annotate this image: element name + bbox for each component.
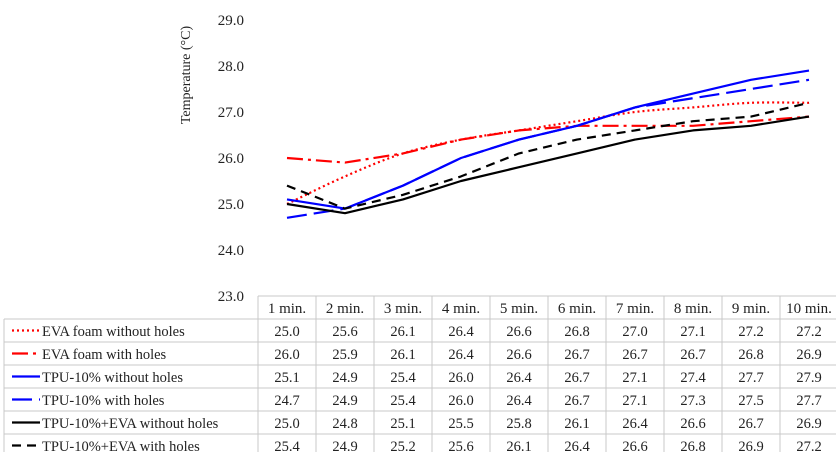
data-table-cell: 26.4: [506, 370, 532, 386]
x-category-label: 4 min.: [442, 301, 480, 317]
data-table-cell: 26.0: [448, 393, 473, 409]
data-table-cell: 25.4: [390, 370, 416, 386]
series-line-6: [286, 101, 810, 210]
data-table-cell: 27.5: [738, 393, 763, 409]
series-line-1: [286, 101, 810, 205]
y-axis-label: Temperature (°C): [179, 26, 194, 125]
series-line-4: [286, 78, 810, 219]
data-table-cell: 26.7: [680, 347, 705, 363]
data-table-cell: 26.4: [448, 324, 474, 340]
data-table-cell: 26.7: [564, 370, 589, 386]
data-table-cell: 26.6: [680, 416, 705, 432]
data-table-cell: 26.4: [622, 416, 648, 432]
data-table-cell: 25.0: [274, 324, 299, 340]
data-table-cell: 26.7: [564, 393, 589, 409]
data-table-cell: 26.7: [738, 416, 763, 432]
data-table-cell: 27.4: [680, 370, 706, 386]
data-table-cell: 27.7: [796, 393, 821, 409]
y-tick-label: 23.0: [218, 289, 244, 305]
x-category-label: 10 min.: [786, 301, 832, 317]
data-table-cell: 27.3: [680, 393, 705, 409]
data-table-cell: 25.5: [448, 416, 473, 432]
data-table-cell: 25.1: [390, 416, 415, 432]
data-table-cell: 26.4: [564, 439, 590, 452]
legend-label: EVA foam with holes: [42, 347, 167, 363]
data-table-cell: 26.0: [448, 370, 473, 386]
legend-label: TPU-10% without holes: [42, 370, 183, 386]
data-table-cell: 26.1: [564, 416, 589, 432]
y-tick-label: 27.0: [218, 105, 244, 121]
series-line-5: [286, 115, 810, 215]
data-table-cell: 25.8: [506, 416, 531, 432]
data-table-cell: 25.4: [390, 393, 416, 409]
data-table-rows: EVA foam without holes 25.0 25.6 26.1 26.4 26…: [12, 324, 822, 452]
x-category-label: 5 min.: [500, 301, 538, 317]
legend-label: TPU-10%+EVA with holes: [42, 439, 200, 452]
data-table-cell: 24.9: [332, 393, 357, 409]
series-line-2: [286, 115, 810, 164]
x-category-label: 8 min.: [674, 301, 712, 317]
data-table-cell: 26.6: [506, 347, 531, 363]
data-table-cell: 27.9: [796, 370, 821, 386]
data-table-cell: 26.9: [796, 347, 821, 363]
data-table-cell: 25.2: [390, 439, 415, 452]
data-table-cell: 27.7: [738, 370, 763, 386]
data-table-cell: 26.0: [274, 347, 299, 363]
y-tick-label: 26.0: [218, 151, 244, 167]
x-category-label: 7 min.: [616, 301, 654, 317]
data-table-cell: 25.1: [274, 370, 299, 386]
data-table-cell: 26.1: [506, 439, 531, 452]
y-axis: 23.0 24.0 25.0 26.0 27.0 28.0 29.0: [218, 13, 244, 305]
x-category-label: 6 min.: [558, 301, 596, 317]
data-table-cell: 26.8: [564, 324, 589, 340]
x-category-label: 1 min.: [268, 301, 306, 317]
data-table-cell: 26.6: [622, 439, 647, 452]
x-category-label: 3 min.: [384, 301, 422, 317]
legend-label: TPU-10% with holes: [42, 393, 165, 409]
legend-label: TPU-10%+EVA without holes: [42, 416, 219, 432]
data-table-cell: 26.9: [738, 439, 763, 452]
plot-area: [286, 69, 810, 219]
data-table-cell: 26.9: [796, 416, 821, 432]
y-tick-label: 24.0: [218, 243, 244, 259]
data-table-cell: 27.2: [796, 439, 821, 452]
data-table-cell: 27.0: [622, 324, 647, 340]
data-table-cell: 27.1: [622, 393, 647, 409]
x-axis-categories: 1 min. 2 min. 3 min. 4 min. 5 min. 6 min. 7 mi…: [268, 301, 832, 317]
data-table-cell: 26.4: [506, 393, 532, 409]
data-table-cell: 26.6: [506, 324, 531, 340]
legend-label: EVA foam without holes: [42, 324, 185, 340]
data-table-cell: 26.1: [390, 347, 415, 363]
data-table-cell: 27.2: [738, 324, 763, 340]
data-table-cell: 26.8: [680, 439, 705, 452]
data-table-cell: 25.9: [332, 347, 357, 363]
data-table-cell: 24.7: [274, 393, 299, 409]
data-table-cell: 25.4: [274, 439, 300, 452]
y-tick-label: 28.0: [218, 59, 244, 75]
data-table-cell: 25.6: [448, 439, 473, 452]
data-table-cell: 24.8: [332, 416, 357, 432]
data-table-cell: 25.0: [274, 416, 299, 432]
x-category-label: 9 min.: [732, 301, 770, 317]
y-tick-label: 29.0: [218, 13, 244, 29]
data-table-cell: 26.4: [448, 347, 474, 363]
data-table-cell: 27.1: [622, 370, 647, 386]
data-table-cell: 26.7: [564, 347, 589, 363]
y-tick-label: 25.0: [218, 197, 244, 213]
x-category-label: 2 min.: [326, 301, 364, 317]
data-table-cell: 26.8: [738, 347, 763, 363]
data-table-cell: 24.9: [332, 439, 357, 452]
data-table-cell: 24.9: [332, 370, 357, 386]
data-table-cell: 27.1: [680, 324, 705, 340]
data-table-cell: 27.2: [796, 324, 821, 340]
data-table-cell: 25.6: [332, 324, 357, 340]
data-table-cell: 26.1: [390, 324, 415, 340]
data-table-cell: 26.7: [622, 347, 647, 363]
data-table-grid: [3, 295, 836, 452]
